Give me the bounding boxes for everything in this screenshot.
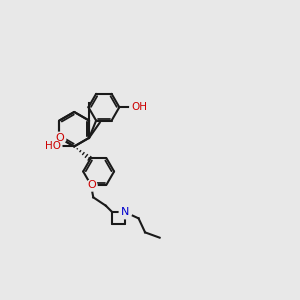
Text: N: N [121, 207, 129, 217]
Text: HO: HO [45, 141, 61, 151]
Text: O: O [55, 133, 64, 143]
Text: O: O [87, 180, 96, 190]
Text: OH: OH [131, 102, 147, 112]
